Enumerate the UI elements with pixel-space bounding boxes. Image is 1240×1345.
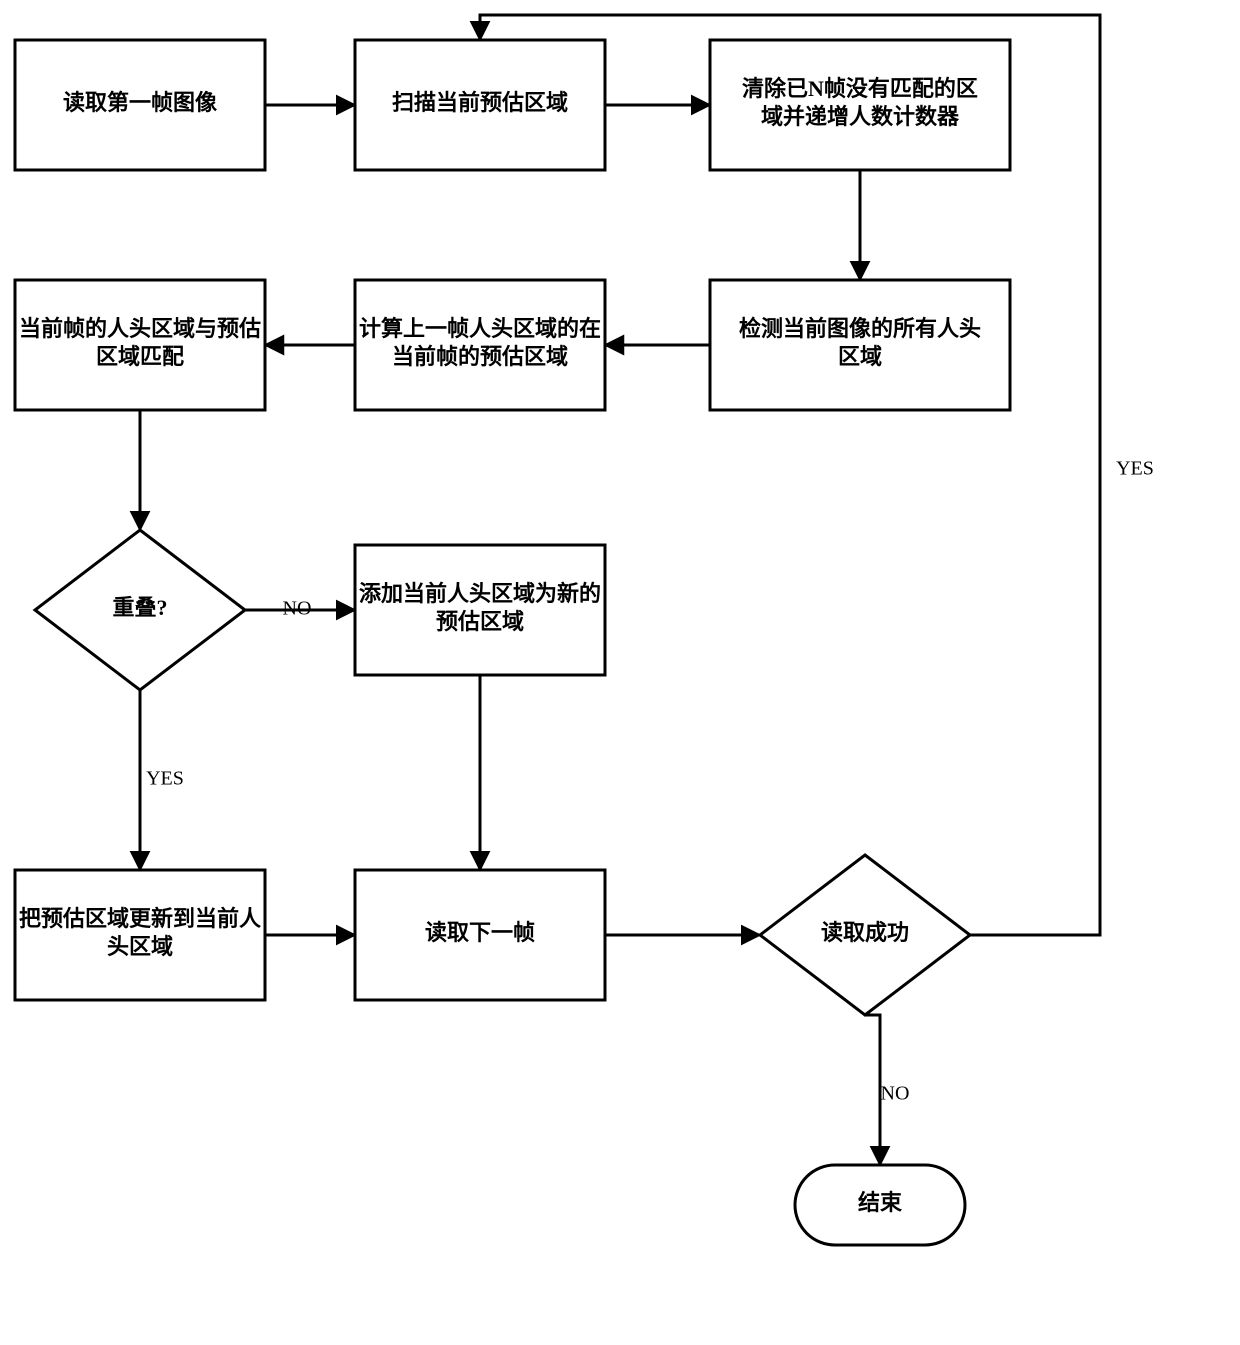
node-label: 重叠? [112,595,167,620]
node-n3: 清除已N帧没有匹配的区域并递增人数计数器 [710,40,1010,170]
node-n12: 结束 [795,1165,965,1245]
node-label: 把预估区域更新到当前人 [19,906,261,931]
node-label: 添加当前人头区域为新的 [359,581,601,606]
node-n1: 读取第一帧图像 [15,40,265,170]
node-label: 区域 [838,344,882,369]
node-label: 读取成功 [821,920,909,945]
node-label: 头区域 [107,934,173,959]
node-label: 当前帧的人头区域与预估 [19,316,261,341]
node-label: 区域匹配 [96,344,184,369]
node-n2: 扫描当前预估区域 [355,40,605,170]
node-label: 域并递增人数计数器 [761,104,960,129]
edge-label: NO [283,598,312,620]
node-n11: 读取成功 [760,855,970,1015]
node-n7: 重叠? [35,530,245,690]
edge-label: NO [881,1083,910,1105]
node-label: 扫描当前预估区域 [392,90,568,115]
edge-label: YES [146,768,184,790]
node-label: 检测当前图像的所有人头 [739,316,981,341]
node-n9: 把预估区域更新到当前人头区域 [15,870,265,1000]
node-n5: 计算上一帧人头区域的在当前帧的预估区域 [355,280,605,410]
node-label: 清除已N帧没有匹配的区 [742,76,978,101]
node-label: 计算上一帧人头区域的在 [359,316,601,341]
node-n6: 当前帧的人头区域与预估区域匹配 [15,280,265,410]
node-label: 读取第一帧图像 [63,90,218,115]
edge-label: YES [1116,458,1154,480]
node-n8: 添加当前人头区域为新的预估区域 [355,545,605,675]
node-label: 结束 [858,1190,903,1215]
edge-n11-n12 [865,1015,880,1165]
edge-n11-n2 [480,15,1100,935]
node-label: 读取下一帧 [425,920,535,945]
node-label: 当前帧的预估区域 [392,344,568,369]
node-n10: 读取下一帧 [355,870,605,1000]
node-label: 预估区域 [436,609,524,634]
node-n4: 检测当前图像的所有人头区域 [710,280,1010,410]
